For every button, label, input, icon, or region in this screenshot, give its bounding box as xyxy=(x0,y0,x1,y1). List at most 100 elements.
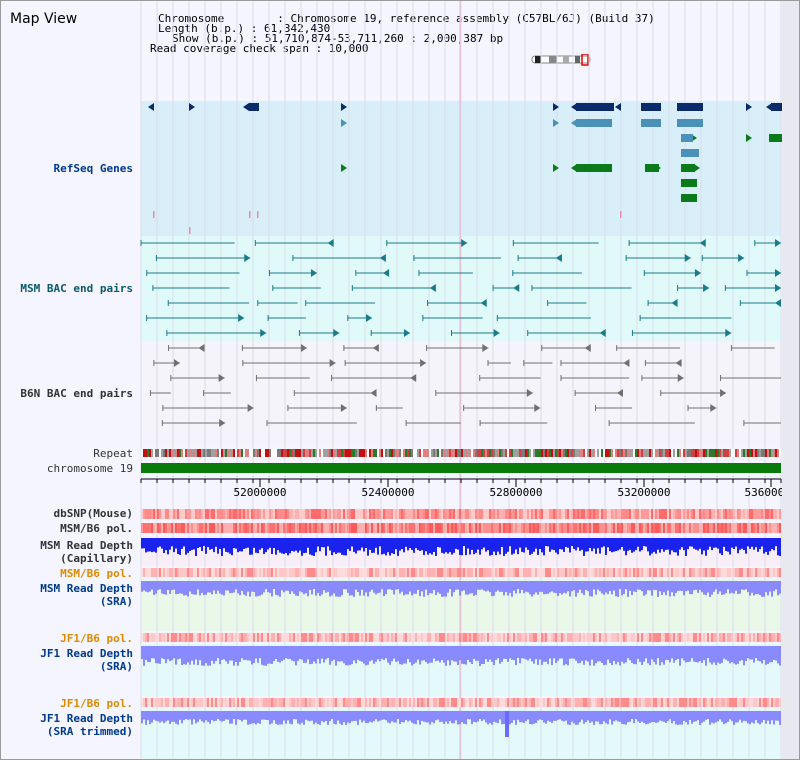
heat-cell xyxy=(199,698,201,707)
jf1-depth-trimmed-label[interactable]: JF1 Read Depth (SRA trimmed) xyxy=(40,712,133,738)
depth-bar xyxy=(549,711,551,722)
heat-cell xyxy=(273,568,275,577)
heat-cell xyxy=(539,698,541,707)
heat-cell xyxy=(281,523,283,533)
heat-cell xyxy=(521,633,523,642)
jf1-pol-label[interactable]: JF1/B6 pol. xyxy=(60,632,133,645)
heat-cell xyxy=(315,633,317,642)
heat-cell xyxy=(699,568,701,577)
b6n-bac-label[interactable]: B6N BAC end pairs xyxy=(20,387,133,400)
heat-cell xyxy=(769,633,771,642)
heat-cell xyxy=(425,509,427,519)
heat-cell xyxy=(267,698,269,707)
heat-cell xyxy=(197,509,199,519)
repeat-segment xyxy=(169,449,171,457)
gene-arrow-glyph xyxy=(775,269,781,277)
heat-cell xyxy=(169,509,171,519)
depth-bar xyxy=(359,538,361,551)
heat-cell xyxy=(245,633,247,642)
depth-bar xyxy=(157,538,159,548)
heat-cell xyxy=(619,523,621,533)
depth-bar xyxy=(259,646,261,659)
heat-cell xyxy=(483,568,485,577)
heat-cell xyxy=(253,633,255,642)
depth-bar xyxy=(277,646,279,662)
heat-cell xyxy=(563,633,565,642)
jf1-depth-sra-label[interactable]: JF1 Read Depth (SRA) xyxy=(40,647,133,673)
heat-cell xyxy=(419,568,421,577)
repeat-segment xyxy=(475,449,477,457)
depth-bar xyxy=(427,646,429,664)
depth-bar xyxy=(189,711,191,720)
repeat-segment xyxy=(763,449,765,457)
heat-cell xyxy=(283,633,285,642)
depth-bar xyxy=(585,711,587,723)
gene-arrow-glyph xyxy=(775,284,781,292)
heat-cell xyxy=(313,568,315,577)
depth-bar xyxy=(639,711,641,723)
heat-cell xyxy=(397,568,399,577)
jf1-pol-trimmed-label[interactable]: JF1/B6 pol. xyxy=(60,697,133,710)
heat-cell xyxy=(327,698,329,707)
heat-cell xyxy=(727,633,729,642)
depth-bar xyxy=(369,646,371,662)
depth-bar xyxy=(583,646,585,665)
heat-cell xyxy=(229,523,231,533)
heat-cell xyxy=(513,633,515,642)
msm-depth-sra-label[interactable]: MSM Read Depth (SRA) xyxy=(40,582,133,608)
heat-cell xyxy=(379,698,381,707)
msm-pol-sra-label[interactable]: MSM/B6 pol. xyxy=(60,567,133,580)
depth-bar xyxy=(305,646,307,663)
heat-cell xyxy=(497,523,499,533)
depth-bar xyxy=(175,646,177,665)
refseq-genes-label[interactable]: RefSeq Genes xyxy=(53,162,133,175)
depth-bar xyxy=(329,538,331,551)
depth-bar xyxy=(389,538,391,556)
heat-cell xyxy=(391,568,393,577)
heat-cell xyxy=(539,509,541,519)
heat-cell xyxy=(333,568,335,577)
msm-depth-capillary-label[interactable]: MSM Read Depth (Capillary) xyxy=(40,539,133,565)
repeat-segment xyxy=(149,449,151,457)
heat-cell xyxy=(417,568,419,577)
msm-pol-label[interactable]: MSM/B6 pol. xyxy=(60,522,133,535)
dbsnp-label[interactable]: dbSNP(Mouse) xyxy=(53,507,133,520)
heat-cell xyxy=(571,698,573,707)
msm-bac-label[interactable]: MSM BAC end pairs xyxy=(20,282,133,295)
depth-bar xyxy=(675,581,677,593)
depth-bar xyxy=(431,646,433,663)
heat-cell xyxy=(587,633,589,642)
heat-cell xyxy=(143,633,145,642)
gene-arrow-glyph xyxy=(198,344,205,352)
heat-cell xyxy=(201,568,203,577)
depth-bar xyxy=(605,711,607,724)
heat-cell xyxy=(603,568,605,577)
depth-bar xyxy=(591,646,593,660)
repeat-segment xyxy=(587,449,589,457)
heat-cell xyxy=(673,633,675,642)
heat-cell xyxy=(407,633,409,642)
heat-cell xyxy=(549,568,551,577)
heat-cell xyxy=(241,509,243,519)
repeat-segment xyxy=(625,449,627,457)
depth-bar xyxy=(211,581,213,595)
depth-bar xyxy=(349,581,351,596)
depth-bar xyxy=(667,711,669,722)
gene-arrow-glyph xyxy=(420,359,427,367)
depth-bar xyxy=(705,646,707,666)
depth-bar xyxy=(353,581,355,597)
depth-bar xyxy=(627,538,629,551)
gene-arrow-glyph xyxy=(365,314,372,322)
heat-cell xyxy=(579,633,581,642)
heat-cell xyxy=(429,568,431,577)
depth-bar xyxy=(707,646,709,659)
depth-bar xyxy=(519,538,521,548)
depth-bar xyxy=(459,538,461,555)
depth-bar xyxy=(713,711,715,724)
chromosome-ideogram[interactable] xyxy=(531,54,593,66)
depth-bar xyxy=(273,538,275,549)
heat-cell xyxy=(285,523,287,533)
heat-cell xyxy=(457,698,459,707)
depth-bar xyxy=(407,581,409,595)
